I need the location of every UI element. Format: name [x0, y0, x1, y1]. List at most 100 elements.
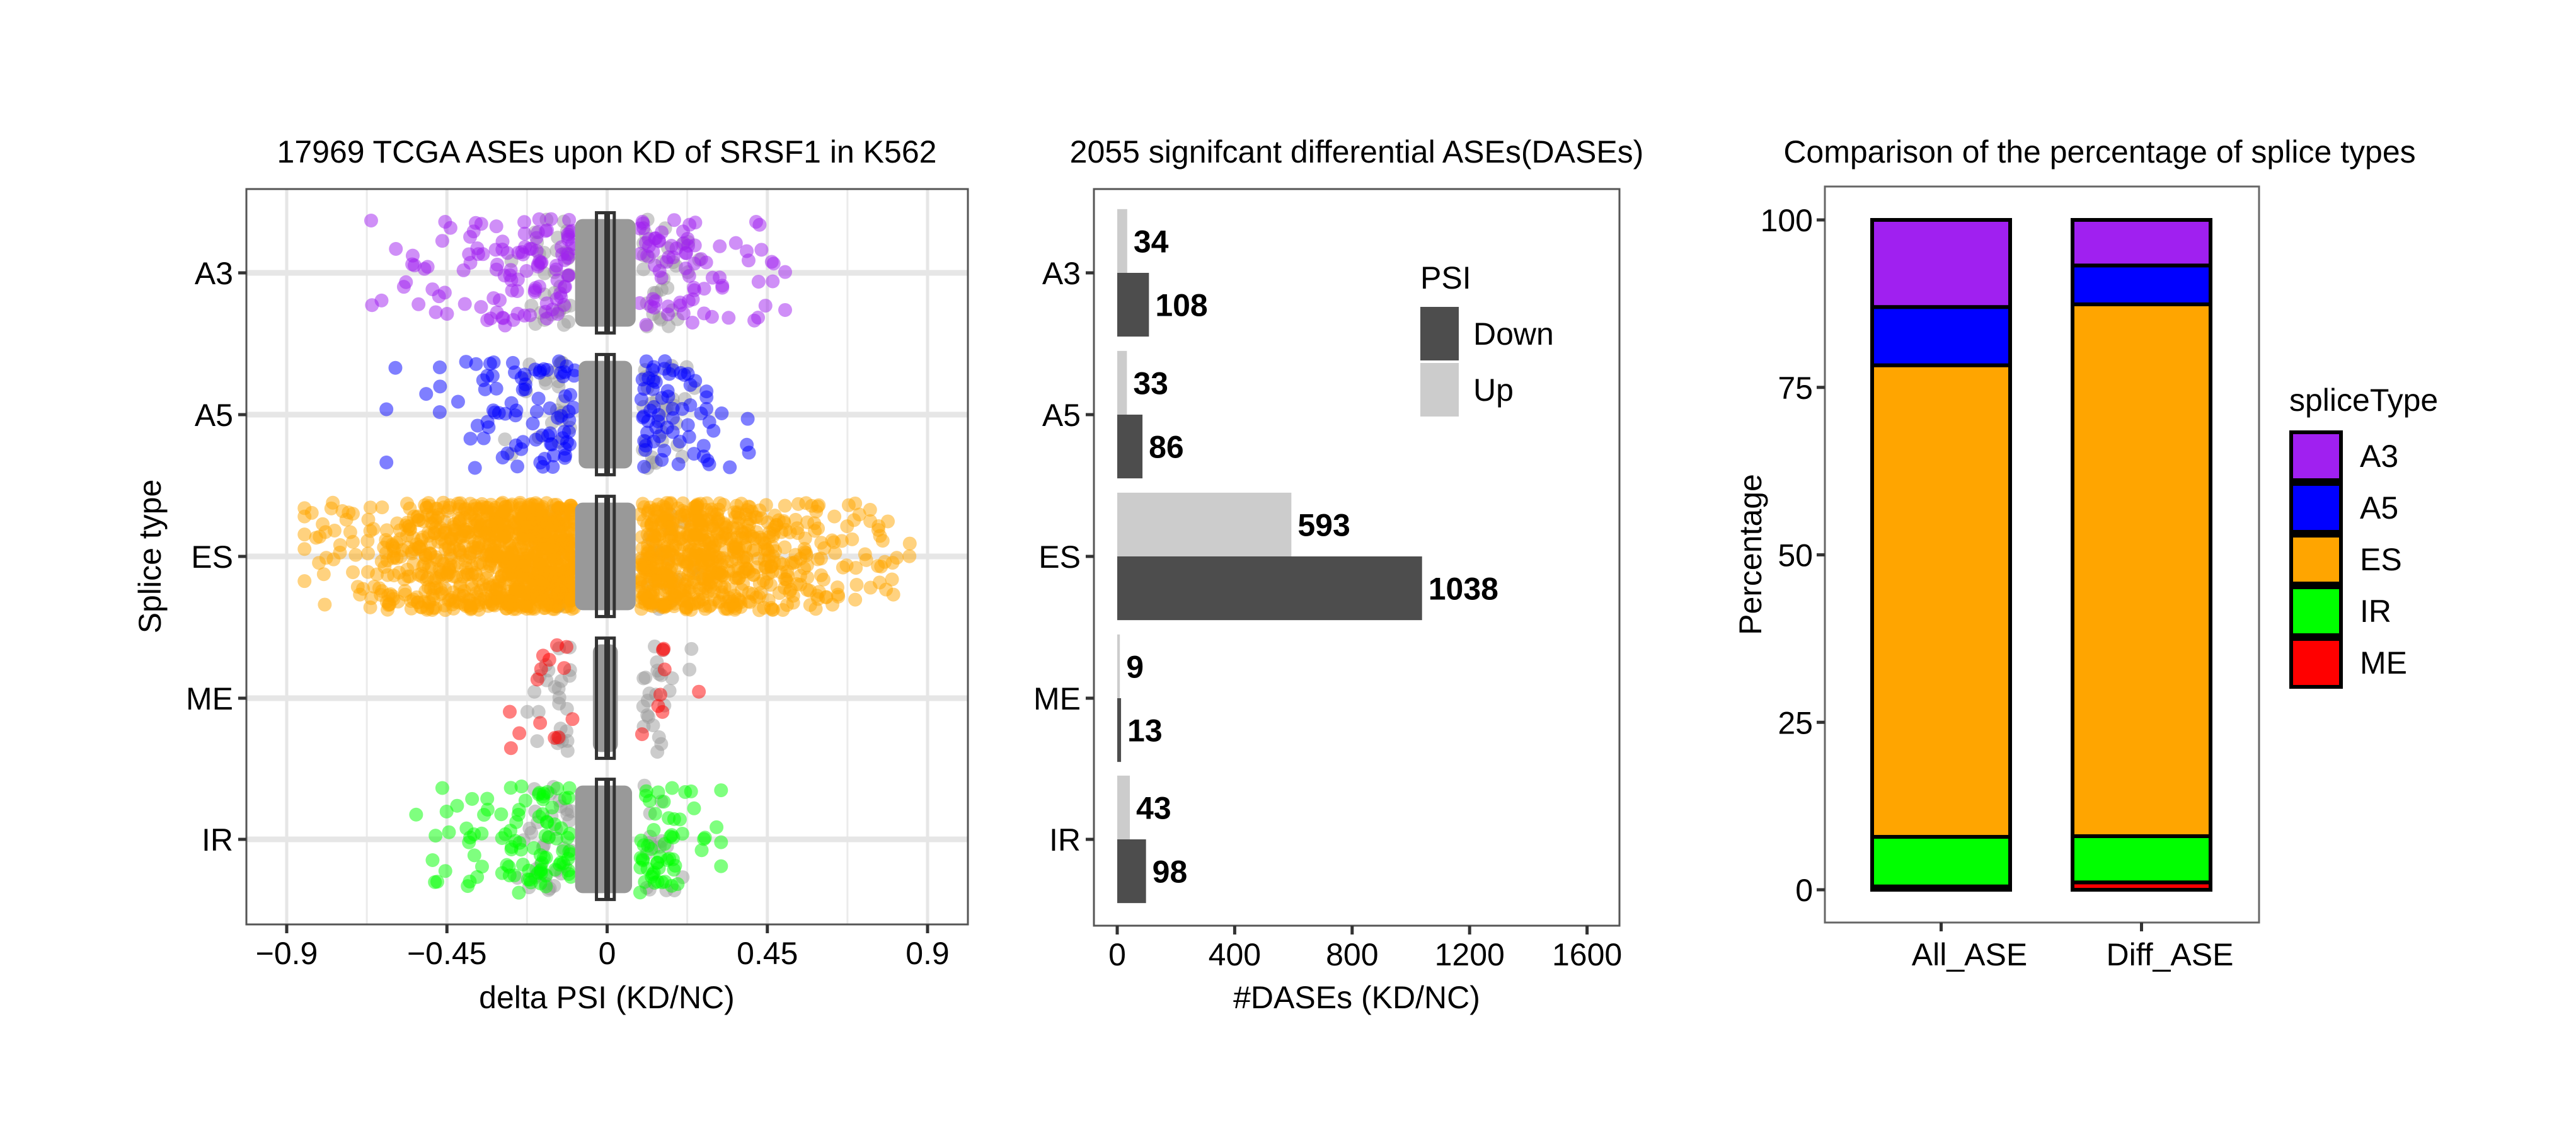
- point-A3: [405, 257, 420, 272]
- point-IR: [635, 852, 650, 866]
- point-ES: [333, 545, 347, 560]
- point-A5: [533, 364, 548, 378]
- point-ES: [529, 576, 544, 590]
- segment-A3: [1870, 218, 2012, 309]
- point-A5: [681, 367, 695, 381]
- point-A3: [562, 212, 577, 227]
- point-A5: [514, 371, 529, 385]
- x-tick-label: 0.45: [737, 936, 798, 971]
- point-ES: [442, 498, 457, 512]
- point-A3: [633, 296, 647, 310]
- point-IR: [662, 851, 676, 866]
- point-ES: [404, 594, 418, 608]
- point-IR: [539, 879, 553, 894]
- point-ES: [652, 551, 666, 565]
- point-IR: [494, 807, 509, 822]
- point-A3: [659, 255, 674, 269]
- point-ES: [731, 592, 745, 606]
- point-A3: [527, 283, 542, 297]
- point-IR: [633, 885, 647, 900]
- y-tick-label: 50: [1778, 538, 1813, 573]
- bar-label-up: 9: [1126, 649, 1144, 684]
- point-A5: [699, 384, 714, 399]
- point-ES: [812, 498, 826, 512]
- point-ES: [640, 560, 654, 575]
- point-ES: [297, 542, 312, 556]
- point-IR: [425, 853, 440, 868]
- boxplot-IR: [595, 778, 616, 901]
- point-ES: [537, 558, 551, 573]
- legend-label-ES: ES: [2360, 542, 2402, 577]
- point-ES: [326, 495, 340, 510]
- point-A3: [532, 212, 546, 226]
- point-A5: [683, 398, 698, 413]
- point-ES: [318, 597, 332, 612]
- point-ES: [873, 529, 887, 543]
- legend-label-ME: ME: [2360, 645, 2407, 681]
- point-ES: [689, 500, 704, 515]
- point-A3: [500, 246, 515, 260]
- point-ES: [791, 497, 805, 511]
- point-A3: [715, 280, 730, 295]
- point-A5: [682, 430, 696, 444]
- y-tick-label: 0: [1795, 873, 1813, 908]
- point-A5: [558, 389, 573, 403]
- point-IR: [710, 820, 724, 834]
- point-ES: [698, 547, 712, 561]
- point-ES: [304, 505, 319, 520]
- point-ES: [422, 595, 437, 610]
- point-ES: [361, 512, 376, 527]
- point-ES: [691, 531, 706, 546]
- point-ES: [401, 519, 415, 534]
- bar-group-ME: 9 13: [1117, 634, 1163, 762]
- point-nonsignificant: [539, 376, 553, 391]
- point-ES: [433, 587, 447, 602]
- panel1-points: [297, 212, 917, 900]
- point-nonsignificant: [498, 432, 512, 447]
- point-A3: [682, 217, 697, 232]
- bar-label-up: 34: [1134, 224, 1169, 259]
- point-IR: [495, 866, 509, 880]
- point-ES: [446, 559, 461, 573]
- point-ES: [464, 507, 479, 521]
- point-ES: [638, 596, 652, 611]
- point-A5: [529, 405, 544, 419]
- point-ES: [848, 496, 863, 510]
- point-IR: [636, 838, 651, 853]
- point-A5: [658, 354, 672, 369]
- point-ES: [372, 581, 386, 595]
- point-A3: [489, 262, 503, 277]
- point-ES: [364, 591, 379, 606]
- point-IR: [552, 858, 566, 872]
- point-IR: [665, 781, 679, 795]
- legend-label-up: Up: [1473, 372, 1514, 408]
- bar-up-IR: [1117, 775, 1130, 839]
- point-ES: [762, 549, 776, 564]
- point-A5: [637, 459, 652, 474]
- point-IR: [474, 860, 489, 874]
- point-A5: [560, 435, 574, 449]
- point-A5: [715, 406, 729, 420]
- point-IR: [480, 791, 495, 806]
- x-tick-label: 0.9: [906, 936, 950, 971]
- point-IR: [442, 825, 456, 839]
- point-ME: [512, 726, 527, 740]
- point-IR: [428, 875, 442, 889]
- point-ES: [513, 495, 527, 510]
- point-A5: [681, 418, 695, 432]
- boxplot-ES: [595, 495, 616, 618]
- point-A5: [544, 437, 558, 451]
- point-nonsignificant: [636, 262, 651, 277]
- x-tick-label: 0: [1108, 937, 1126, 972]
- point-IR: [687, 801, 701, 815]
- point-nonsignificant: [654, 737, 669, 751]
- point-IR: [533, 864, 548, 878]
- point-A3: [728, 236, 743, 250]
- point-nonsignificant: [548, 680, 562, 694]
- point-A5: [419, 387, 434, 401]
- point-ES: [379, 546, 393, 560]
- point-A5: [468, 461, 482, 475]
- point-A5: [696, 439, 711, 453]
- point-A3: [549, 258, 563, 273]
- panel3-bars: [1870, 218, 2212, 892]
